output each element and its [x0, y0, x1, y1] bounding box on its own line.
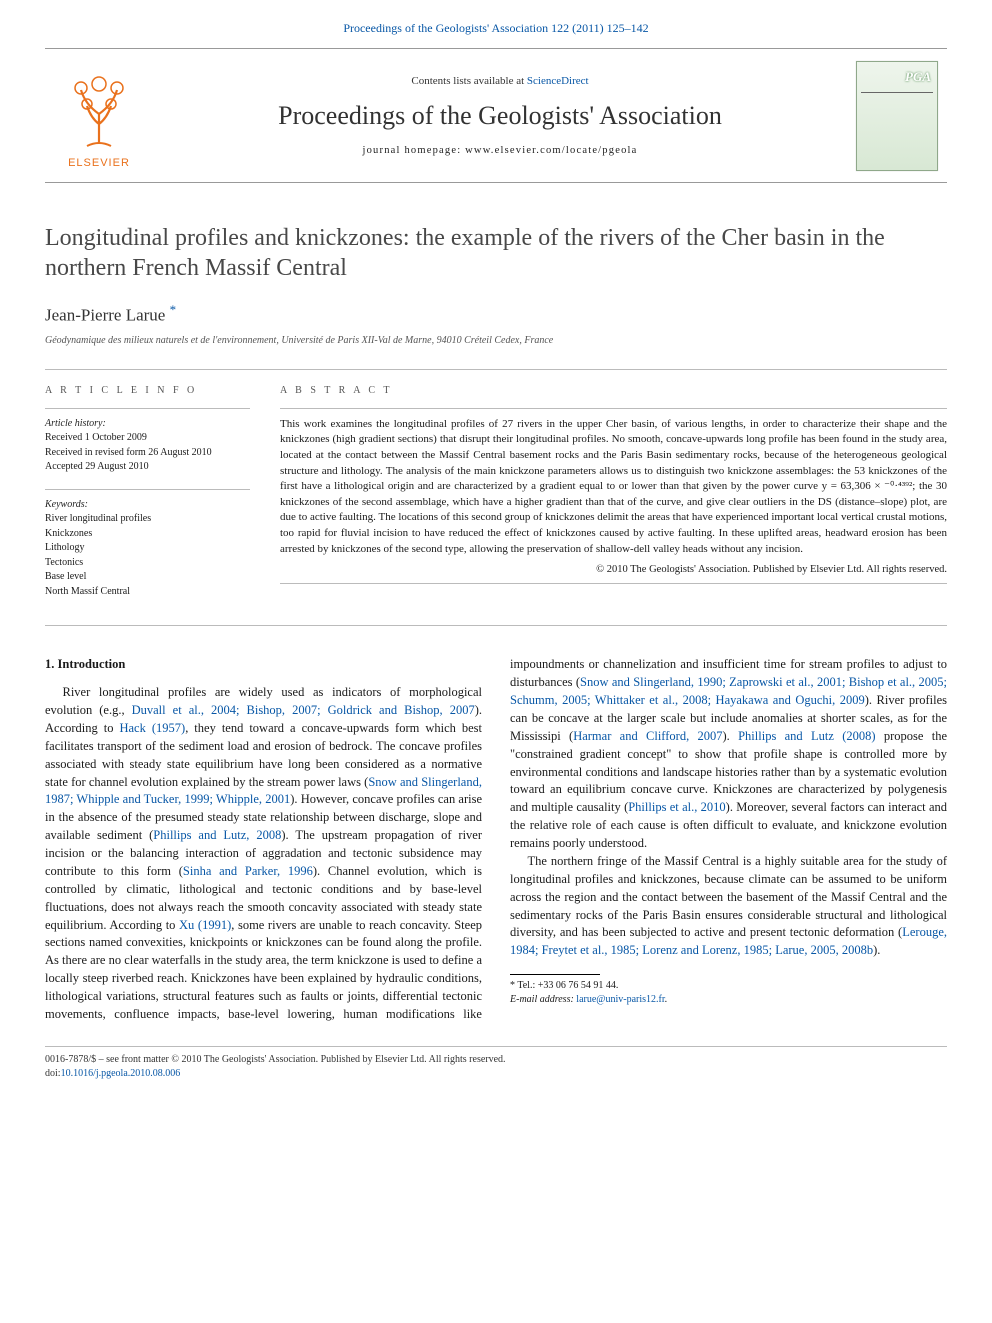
- abstract-copyright: © 2010 The Geologists' Association. Publ…: [280, 563, 947, 577]
- email-link[interactable]: larue@univ-paris12.fr: [576, 994, 664, 1005]
- cover-abbrev: PGA: [905, 68, 931, 86]
- journal-title: Proceedings of the Geologists' Associati…: [278, 98, 722, 133]
- divider: [45, 408, 250, 409]
- citation-link[interactable]: Phillips and Lutz (2008): [738, 729, 875, 743]
- keywords-block: Keywords: River longitudinal profiles Kn…: [45, 498, 250, 600]
- keyword: Tectonics: [45, 556, 250, 571]
- body-paragraph: The northern fringe of the Massif Centra…: [510, 853, 947, 960]
- corresponding-email: E-mail address: larue@univ-paris12.fr.: [510, 993, 947, 1007]
- author-line: Jean-Pierre Larue *: [45, 301, 947, 328]
- abstract-text: This work examines the longitudinal prof…: [280, 417, 947, 557]
- citation-link[interactable]: Phillips and Lutz, 2008: [153, 828, 281, 842]
- affiliation: Géodynamique des milieux naturels et de …: [45, 334, 947, 348]
- top-citation-text[interactable]: Proceedings of the Geologists' Associati…: [343, 21, 648, 35]
- history-item: Received 1 October 2009: [45, 431, 250, 446]
- abstract-heading: A B S T R A C T: [280, 384, 947, 398]
- citation-link[interactable]: Sinha and Parker, 1996: [183, 864, 313, 878]
- citation-link[interactable]: Phillips et al., 2010: [628, 800, 725, 814]
- page-footer: 0016-7878/$ – see front matter © 2010 Th…: [45, 1046, 947, 1111]
- citation-link[interactable]: Xu (1991): [179, 918, 231, 932]
- footer-copyright: 0016-7878/$ – see front matter © 2010 Th…: [45, 1053, 947, 1067]
- top-citation: Proceedings of the Geologists' Associati…: [0, 0, 992, 48]
- section-heading: 1. Introduction: [45, 656, 482, 674]
- keyword: Knickzones: [45, 527, 250, 542]
- footnote-rule: [510, 974, 600, 975]
- keyword: North Massif Central: [45, 585, 250, 600]
- history-item: Received in revised form 26 August 2010: [45, 446, 250, 461]
- publisher-logo-block: ELSEVIER: [45, 49, 153, 182]
- article-info-heading: A R T I C L E I N F O: [45, 384, 250, 398]
- citation-link[interactable]: Harmar and Clifford, 2007: [573, 729, 722, 743]
- elsevier-tree-icon: [63, 74, 135, 152]
- article-history: Article history: Received 1 October 2009…: [45, 417, 250, 475]
- footnotes: * Tel.: +33 06 76 54 91 44. E-mail addre…: [510, 974, 947, 1007]
- doi-link[interactable]: 10.1016/j.pgeola.2010.08.006: [61, 1068, 181, 1079]
- sciencedirect-link[interactable]: ScienceDirect: [527, 75, 589, 87]
- meta-abstract-row: A R T I C L E I N F O Article history: R…: [45, 370, 947, 625]
- masthead-right: PGA: [847, 49, 947, 182]
- article-info-column: A R T I C L E I N F O Article history: R…: [45, 384, 250, 613]
- divider: [45, 489, 250, 490]
- divider: [280, 583, 947, 584]
- citation-link[interactable]: Duvall et al., 2004; Bishop, 2007; Goldr…: [132, 703, 475, 717]
- journal-homepage-line: journal homepage: www.elsevier.com/locat…: [362, 144, 637, 158]
- citation-link[interactable]: Hack (1957): [119, 721, 185, 735]
- masthead-center: Contents lists available at ScienceDirec…: [153, 49, 847, 182]
- journal-cover-thumbnail[interactable]: PGA: [856, 61, 938, 171]
- keyword: Base level: [45, 570, 250, 585]
- divider: [280, 408, 947, 409]
- body-two-column: 1. Introduction River longitudinal profi…: [45, 626, 947, 1024]
- keywords-label: Keywords:: [45, 498, 250, 513]
- footer-doi: doi:10.1016/j.pgeola.2010.08.006: [45, 1067, 947, 1081]
- corresponding-tel: * Tel.: +33 06 76 54 91 44.: [510, 979, 947, 993]
- publisher-wordmark: ELSEVIER: [68, 156, 130, 171]
- contents-prefix: Contents lists available at: [411, 75, 526, 87]
- corresponding-mark: *: [170, 302, 177, 317]
- abstract-column: A B S T R A C T This work examines the l…: [280, 384, 947, 613]
- article-body: Longitudinal profiles and knickzones: th…: [0, 183, 992, 1024]
- paper-title: Longitudinal profiles and knickzones: th…: [45, 223, 947, 283]
- masthead: ELSEVIER Contents lists available at Sci…: [45, 48, 947, 183]
- elsevier-logo[interactable]: ELSEVIER: [54, 61, 144, 171]
- keyword: River longitudinal profiles: [45, 512, 250, 527]
- keyword: Lithology: [45, 541, 250, 556]
- body-paragraph: River longitudinal profiles are widely u…: [45, 656, 947, 1024]
- history-label: Article history:: [45, 417, 250, 432]
- contents-line: Contents lists available at ScienceDirec…: [411, 74, 588, 89]
- author-name: Jean-Pierre Larue: [45, 306, 165, 325]
- history-item: Accepted 29 August 2010: [45, 460, 250, 475]
